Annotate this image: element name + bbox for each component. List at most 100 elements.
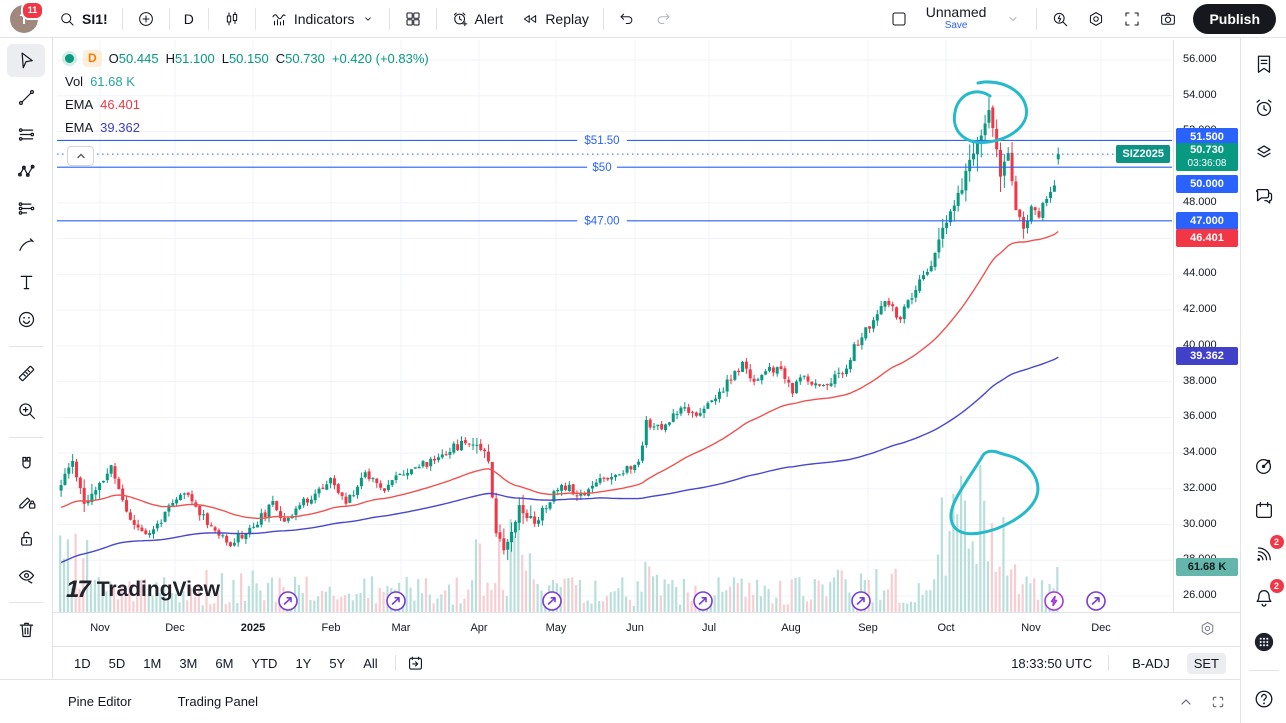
event-marker-arrow-icon[interactable] (851, 591, 871, 611)
range-6m-button[interactable]: 6M (208, 653, 240, 674)
chevron-down-icon (1009, 16, 1017, 21)
range-all-button[interactable]: All (356, 653, 384, 674)
watchlist-icon (1257, 55, 1270, 73)
back-adjust-button[interactable]: B-ADJ (1125, 653, 1177, 674)
goto-date-icon (408, 656, 422, 670)
range-1m-button[interactable]: 1M (136, 653, 168, 674)
price-tick: 42.000 (1183, 303, 1217, 316)
settings-icon (1090, 11, 1103, 26)
emoji-tool-button[interactable] (7, 303, 45, 336)
user-avatar[interactable]: T11 (10, 0, 44, 33)
tab-trading-panel[interactable]: Trading Panel (177, 694, 259, 709)
event-marker-bolt-icon[interactable] (1044, 591, 1064, 611)
ideas-button[interactable] (1248, 450, 1280, 482)
range-ytd-button[interactable]: YTD (244, 653, 284, 674)
undo-button[interactable] (610, 4, 644, 34)
chart-style-button[interactable] (215, 4, 249, 34)
event-marker-arrow-icon[interactable] (278, 591, 298, 611)
toolbar-divider (9, 602, 43, 603)
lock-drawings-tool-button[interactable] (7, 522, 45, 555)
time-axis-label: Nov (1021, 622, 1041, 634)
object-tree-button[interactable] (1248, 136, 1280, 168)
price-tick: 32.000 (1183, 481, 1217, 494)
event-marker-arrow-icon[interactable] (386, 591, 406, 611)
price-label-badge: 51.500 (1176, 128, 1238, 146)
chat-button[interactable] (1248, 180, 1280, 212)
remove-drawings-tool-button[interactable] (7, 613, 45, 646)
settings-button[interactable] (1079, 4, 1113, 34)
watchlist-button[interactable] (1248, 48, 1280, 80)
text-icon (20, 275, 32, 290)
publish-label: Publish (1209, 10, 1260, 27)
symbol-search-button[interactable]: SI1! (50, 4, 116, 34)
quick-search-button[interactable] (1043, 4, 1077, 34)
time-axis-label: Jun (626, 622, 644, 634)
publish-button[interactable]: Publish (1193, 3, 1276, 34)
calendar-button[interactable] (1248, 494, 1280, 526)
indicators-button[interactable]: Indicators (262, 4, 383, 34)
price-scale-settings-button[interactable] (1199, 620, 1216, 640)
alert-clock-icon (453, 11, 467, 26)
price-chart-canvas[interactable]: $51.50 $50 $47.00 (57, 40, 1172, 612)
range-5y-button[interactable]: 5Y (322, 653, 352, 674)
layout-templates-button[interactable] (396, 4, 430, 34)
streams-button[interactable]: 2 (1248, 535, 1284, 570)
calendar-icon (1255, 502, 1272, 518)
compare-add-button[interactable] (129, 4, 163, 34)
pattern-icon (17, 164, 35, 177)
trend-line-tool-button[interactable] (7, 81, 45, 114)
indicators-label: Indicators (293, 10, 355, 27)
text-tool-tool-button[interactable] (7, 266, 45, 299)
snapshot-button[interactable] (1151, 4, 1185, 34)
brush-circle-volume[interactable] (949, 449, 1040, 536)
clock-timezone[interactable]: 18:33:50 UTC (1011, 655, 1093, 671)
go-to-date-button[interactable] (406, 654, 425, 673)
help-button[interactable] (1248, 683, 1280, 715)
hide-drawings-tool-button[interactable] (7, 559, 45, 592)
apps-button[interactable] (1248, 626, 1280, 658)
tab-pine-editor[interactable]: Pine Editor (68, 694, 132, 709)
time-axis-label: Dec (165, 622, 185, 634)
quick-search-icon (1054, 12, 1068, 26)
event-marker-arrow-icon[interactable] (1086, 591, 1106, 611)
layout-menu-button[interactable] (996, 4, 1030, 34)
range-5d-button[interactable]: 5D (102, 653, 133, 674)
layout-box-icon (892, 11, 906, 26)
panel-maximize-button[interactable] (1210, 694, 1226, 710)
price-scale[interactable]: 56.00054.00052.00050.00048.00046.00044.0… (1173, 40, 1240, 612)
event-marker-arrow-icon[interactable] (693, 591, 713, 611)
price-tick: 48.000 (1183, 195, 1217, 208)
panel-expand-button[interactable] (1178, 694, 1194, 710)
time-axis[interactable]: Nov Dec 2025 Feb Mar Apr May Jun Jul Aug Sep Oct Nov… (53, 612, 1240, 646)
sidebar-divider (1248, 670, 1279, 671)
alerts-button[interactable] (1248, 92, 1280, 124)
zoom-in-tool-button[interactable] (7, 394, 45, 427)
redo-button[interactable] (646, 4, 680, 34)
interval-button[interactable]: D (176, 4, 202, 34)
ohlc-close: C50.730 (275, 51, 325, 66)
event-marker-arrow-icon[interactable] (542, 591, 562, 611)
range-3m-button[interactable]: 3M (172, 653, 204, 674)
forecast-tool-button[interactable] (7, 192, 45, 225)
cursor-tool-button[interactable] (7, 44, 45, 77)
drawing-mode-tool-button[interactable] (7, 485, 45, 518)
create-alert-button[interactable]: Alert (443, 4, 512, 34)
fib-retracement-tool-button[interactable] (7, 118, 45, 151)
measure-tool-button[interactable] (7, 357, 45, 390)
range-1y-button[interactable]: 1Y (288, 653, 318, 674)
svg-text:$47.00: $47.00 (584, 216, 619, 228)
brush-circle-peak[interactable] (952, 80, 1029, 144)
pane-collapse-button[interactable] (67, 146, 94, 166)
notifications-button[interactable]: 2 (1248, 579, 1284, 614)
magnet-tool-button[interactable] (7, 448, 45, 481)
layout-select-button[interactable] (882, 4, 916, 34)
bar-replay-button[interactable]: Replay (513, 4, 597, 34)
session-settings-button[interactable]: SET (1186, 652, 1226, 674)
symbol-search-label: SI1! (82, 10, 108, 27)
save-label[interactable]: Save (944, 19, 968, 31)
range-1d-button[interactable]: 1D (67, 653, 98, 674)
layout-name-button[interactable]: Unnamed Save (918, 4, 995, 34)
brush-tool-button[interactable] (7, 229, 45, 262)
patterns-tool-button[interactable] (7, 155, 45, 188)
fullscreen-button[interactable] (1115, 4, 1149, 34)
